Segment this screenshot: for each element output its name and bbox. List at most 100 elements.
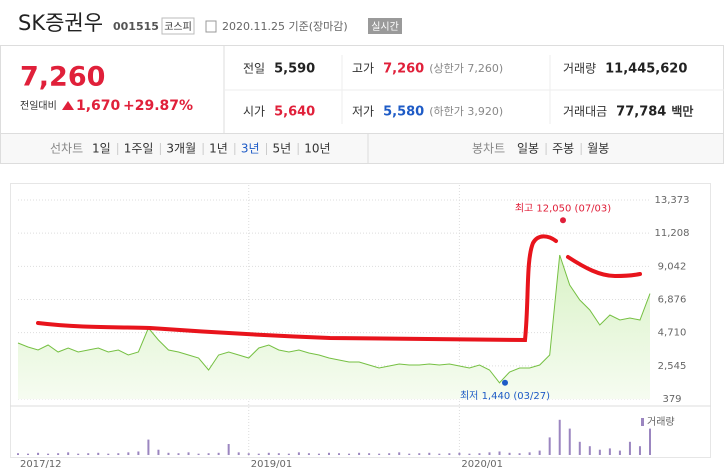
volume-bar bbox=[598, 449, 601, 455]
volume-bar bbox=[217, 452, 220, 455]
code: 001515 bbox=[113, 20, 159, 33]
tab[interactable]: 1년 bbox=[209, 142, 228, 156]
realtime-badge bbox=[368, 18, 402, 34]
realtime: 실시간 bbox=[371, 21, 399, 33]
volume-bar bbox=[538, 450, 541, 455]
volume-bar bbox=[57, 453, 60, 455]
volume-bar bbox=[117, 453, 120, 455]
tab-group-label: 선차트 bbox=[50, 142, 83, 156]
volume-bar bbox=[608, 448, 611, 455]
volume-bar bbox=[67, 452, 70, 455]
stat-value: 5,580 bbox=[383, 105, 424, 120]
volume-bar bbox=[558, 419, 561, 455]
volume-bar bbox=[618, 450, 621, 455]
volume-bar bbox=[307, 453, 310, 455]
change-pct: +29.87% bbox=[123, 98, 193, 114]
volume-bar bbox=[588, 446, 591, 455]
volume-bar bbox=[247, 453, 250, 455]
volume-bar bbox=[77, 453, 80, 455]
volume-bar bbox=[638, 446, 641, 455]
tab[interactable]: 10년 bbox=[304, 142, 330, 156]
calendar-icon bbox=[205, 20, 217, 33]
annotation-dot bbox=[502, 379, 508, 386]
stat-note: (상한가 7,260) bbox=[429, 62, 503, 75]
volume-bar bbox=[157, 449, 160, 455]
stat-label: 고가 bbox=[352, 62, 374, 76]
x-tick-label: 2017/12 bbox=[20, 459, 62, 470]
volume-bar bbox=[87, 453, 90, 455]
volume-bar bbox=[137, 451, 140, 455]
volume-bar bbox=[37, 452, 40, 455]
volume-bar bbox=[518, 453, 521, 455]
tab[interactable]: 3개월 bbox=[166, 142, 196, 156]
tab[interactable]: 1주일 bbox=[124, 142, 154, 156]
tab[interactable]: 주봉 bbox=[552, 142, 574, 156]
volume-bar bbox=[257, 453, 260, 455]
volume-bar bbox=[378, 453, 381, 455]
volume-bar bbox=[578, 441, 581, 455]
volume-bar bbox=[398, 452, 401, 455]
volume-bar bbox=[358, 452, 361, 455]
volume-bar bbox=[47, 453, 50, 455]
volume-bar bbox=[528, 452, 531, 455]
volume-bar bbox=[408, 453, 411, 455]
volume-bar bbox=[197, 453, 200, 455]
y-tick-label: 379 bbox=[662, 394, 681, 405]
x-tick-label: 2020/01 bbox=[461, 459, 503, 470]
volume-bar bbox=[317, 453, 320, 455]
legend-label: 거래량 bbox=[647, 416, 675, 428]
annotation: 최저 1,440 (03/27) bbox=[460, 390, 550, 402]
volume-bar bbox=[297, 452, 300, 455]
volume-bar bbox=[468, 453, 471, 455]
stat-value: 5,590 bbox=[274, 62, 315, 77]
tab[interactable]: 월봉 bbox=[587, 142, 609, 156]
y-tick-label: 6,876 bbox=[658, 295, 687, 306]
stat-value: 5,640 bbox=[274, 105, 315, 120]
volume-bar bbox=[17, 453, 19, 455]
volume-bar bbox=[498, 451, 501, 455]
date: 2020.11.25 기준(장마감) bbox=[222, 20, 348, 33]
tab[interactable]: 5년 bbox=[273, 142, 292, 156]
volume-bar bbox=[338, 453, 341, 455]
current-price: 7,260 bbox=[20, 62, 105, 93]
tab[interactable]: 3년 bbox=[241, 142, 260, 156]
volume-bar bbox=[227, 444, 230, 455]
volume-bar bbox=[237, 452, 240, 455]
volume-bar bbox=[418, 453, 421, 455]
volume-bar bbox=[348, 453, 351, 455]
stat-label: 전일 bbox=[243, 62, 265, 76]
volume-bar bbox=[97, 452, 100, 455]
price-line bbox=[17, 254, 651, 384]
volume-bar bbox=[368, 453, 371, 455]
volume-bar bbox=[267, 452, 270, 455]
volume-bar bbox=[27, 453, 30, 455]
stat-label: 거래대금 bbox=[563, 105, 607, 119]
volume-bar bbox=[628, 441, 631, 455]
volume-bar bbox=[548, 437, 551, 455]
tab[interactable]: 1일 bbox=[92, 142, 111, 156]
y-tick-label: 13,373 bbox=[655, 195, 690, 206]
change-label: 전일대비 bbox=[20, 100, 57, 112]
tab[interactable]: 일봉 bbox=[517, 142, 539, 156]
stat-note: (하한가 3,920) bbox=[429, 104, 503, 118]
volume-bar bbox=[428, 452, 431, 455]
volume-bar bbox=[327, 452, 330, 455]
volume-bar bbox=[177, 453, 180, 455]
stat-value: 7,260 bbox=[383, 62, 424, 77]
volume-bar bbox=[568, 428, 571, 455]
y-tick-label: 9,042 bbox=[658, 261, 687, 272]
volume-bar bbox=[438, 453, 441, 455]
volume-bar bbox=[488, 452, 491, 455]
hand-annotation bbox=[36, 234, 558, 343]
y-tick-label: 11,208 bbox=[655, 228, 690, 239]
market: 코스피 bbox=[164, 21, 192, 33]
volume-bar bbox=[388, 453, 391, 455]
hand-annotation bbox=[566, 255, 642, 279]
stat-value: 11,445,620 bbox=[605, 62, 687, 77]
legend-swatch bbox=[641, 418, 644, 426]
volume-bar bbox=[127, 452, 130, 455]
area-fill bbox=[18, 255, 650, 399]
x-tick-label: 2019/01 bbox=[251, 459, 293, 470]
volume-bar bbox=[207, 453, 210, 455]
